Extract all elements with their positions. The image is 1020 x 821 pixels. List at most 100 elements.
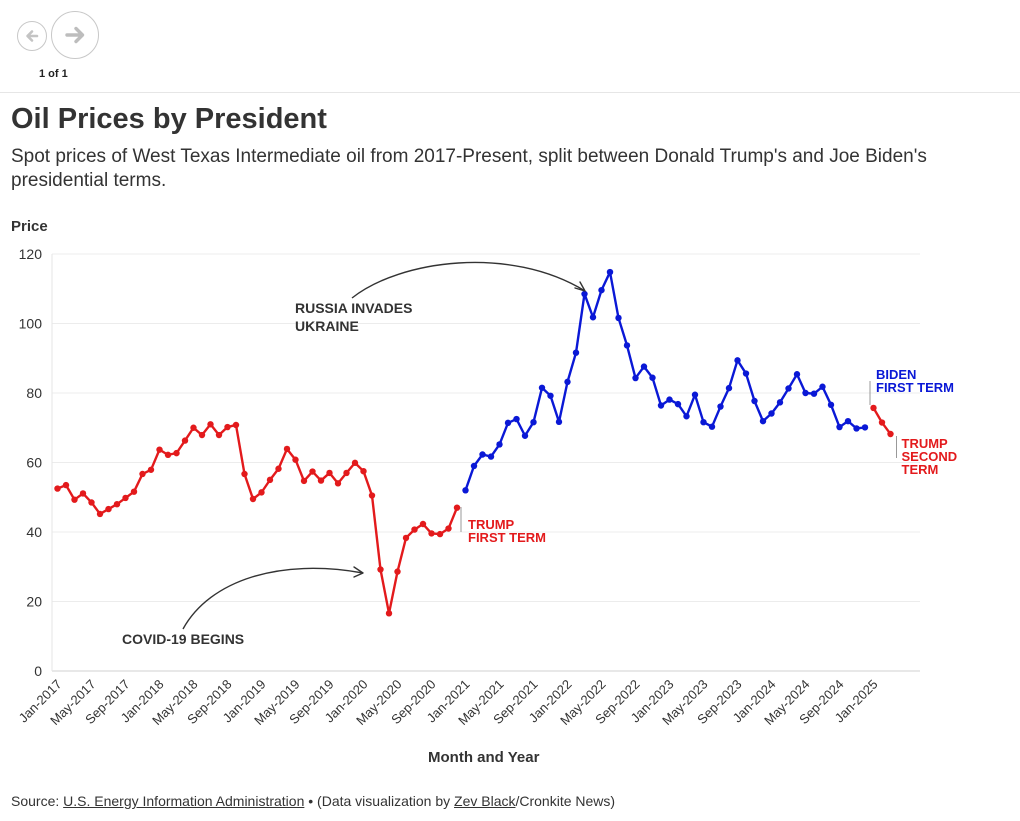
data-point bbox=[360, 467, 367, 475]
data-point bbox=[479, 451, 486, 458]
data-point bbox=[725, 384, 733, 392]
data-point bbox=[666, 396, 673, 403]
data-point bbox=[742, 370, 750, 377]
y-tick-label: 40 bbox=[26, 524, 42, 540]
annotation-arrowhead bbox=[574, 281, 586, 292]
source-prefix: Source: bbox=[11, 793, 64, 809]
data-point bbox=[147, 466, 155, 473]
data-point bbox=[504, 419, 512, 427]
data-point bbox=[751, 397, 758, 405]
annotation-arrow bbox=[351, 261, 586, 299]
arrow-left-icon bbox=[26, 30, 39, 42]
previous-button[interactable] bbox=[17, 21, 47, 51]
data-point bbox=[734, 357, 741, 364]
data-point bbox=[657, 402, 665, 409]
page-indicator: 1 of 1 bbox=[39, 68, 68, 80]
data-point bbox=[385, 610, 393, 617]
data-point bbox=[623, 342, 631, 349]
data-point bbox=[309, 468, 316, 475]
data-point bbox=[785, 385, 792, 392]
data-point bbox=[530, 418, 537, 426]
data-point bbox=[105, 505, 112, 513]
data-point bbox=[351, 459, 359, 467]
data-point bbox=[428, 530, 435, 537]
data-point bbox=[249, 495, 257, 503]
data-point bbox=[215, 431, 223, 439]
data-point bbox=[717, 403, 724, 410]
data-point bbox=[555, 418, 563, 426]
data-point bbox=[487, 453, 495, 460]
navigation-bar: 1 of 1 bbox=[0, 0, 1020, 93]
data-point bbox=[224, 423, 231, 431]
data-point bbox=[598, 286, 605, 294]
data-point bbox=[88, 499, 95, 506]
data-point bbox=[445, 525, 452, 532]
data-point bbox=[241, 470, 248, 478]
data-point bbox=[79, 490, 87, 497]
data-point bbox=[343, 469, 350, 477]
data-point bbox=[232, 421, 240, 429]
data-point bbox=[292, 456, 299, 463]
data-point bbox=[683, 413, 690, 420]
data-point bbox=[317, 477, 325, 484]
data-point bbox=[606, 268, 614, 276]
data-point bbox=[870, 404, 877, 412]
annotation-russia: UKRAINE bbox=[295, 318, 359, 334]
data-point bbox=[326, 469, 333, 477]
series-label-1: BIDEN bbox=[876, 367, 916, 382]
data-point bbox=[768, 410, 775, 417]
data-point bbox=[411, 526, 418, 533]
y-tick-label: 120 bbox=[19, 246, 43, 262]
line-chart: 020406080100120Jan-2017May-2017Sep-2017J… bbox=[16, 246, 958, 728]
data-point bbox=[173, 449, 180, 457]
author-link[interactable]: Zev Black bbox=[454, 793, 516, 809]
data-point bbox=[810, 390, 818, 397]
data-point bbox=[581, 290, 588, 298]
y-tick-label: 20 bbox=[26, 594, 42, 610]
data-point bbox=[853, 425, 860, 432]
data-point bbox=[419, 520, 427, 528]
data-point bbox=[470, 462, 478, 470]
data-point bbox=[139, 470, 146, 478]
data-point bbox=[819, 383, 826, 390]
data-point bbox=[130, 488, 138, 495]
arrow-right-icon bbox=[65, 26, 85, 44]
chart-title: Oil Prices by President bbox=[11, 103, 327, 135]
data-point bbox=[674, 400, 682, 408]
data-point bbox=[844, 417, 852, 425]
data-point bbox=[181, 437, 189, 444]
data-point bbox=[776, 399, 784, 406]
data-point bbox=[708, 423, 716, 430]
series-label-2: SECOND bbox=[902, 449, 958, 464]
y-tick-label: 100 bbox=[19, 316, 43, 332]
data-point bbox=[632, 374, 639, 382]
data-point bbox=[827, 401, 835, 409]
data-point bbox=[547, 392, 554, 399]
data-point bbox=[589, 314, 597, 321]
data-point bbox=[283, 445, 291, 453]
data-point bbox=[164, 451, 172, 459]
data-point bbox=[802, 389, 809, 397]
data-point bbox=[615, 314, 622, 322]
series-label-0: TRUMP bbox=[468, 517, 515, 532]
data-point bbox=[564, 378, 571, 386]
data-point bbox=[54, 485, 61, 492]
next-button[interactable] bbox=[51, 11, 99, 59]
series-line-1 bbox=[464, 270, 867, 492]
data-point bbox=[887, 430, 894, 438]
data-point bbox=[62, 481, 70, 489]
data-point bbox=[521, 432, 529, 439]
y-tick-label: 80 bbox=[26, 385, 42, 401]
data-point bbox=[759, 417, 767, 425]
source-line: Source: U.S. Energy Information Administ… bbox=[11, 793, 615, 809]
data-point bbox=[462, 487, 469, 494]
data-point bbox=[190, 424, 197, 431]
series-line-0 bbox=[56, 423, 459, 615]
data-point bbox=[394, 568, 401, 575]
source-link[interactable]: U.S. Energy Information Administration bbox=[63, 793, 305, 809]
data-point bbox=[513, 415, 520, 423]
data-point bbox=[122, 494, 129, 502]
data-point bbox=[71, 496, 78, 503]
data-point bbox=[836, 423, 843, 431]
x-axis-title: Month and Year bbox=[428, 749, 540, 766]
